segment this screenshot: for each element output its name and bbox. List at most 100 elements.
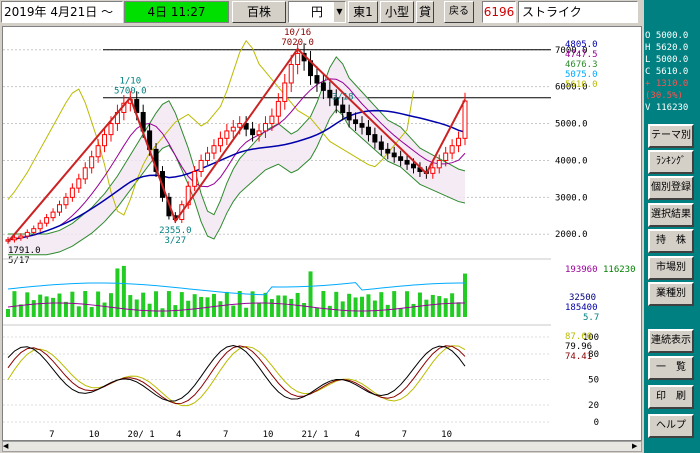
stoch-tick-label: 20	[588, 401, 599, 411]
volume-bar	[199, 296, 204, 317]
x-axis-label: 7	[402, 430, 407, 440]
stoch-value-1: 87.66	[565, 332, 592, 342]
volume-bar	[450, 293, 455, 317]
candle-body	[243, 123, 249, 130]
chart-area[interactable]: 2000.0 3000.0 4000.0 5000.0 6000.0 7000.0 10/1…	[2, 26, 642, 441]
candle-body	[275, 100, 281, 117]
price-tick-label: 5000.0	[555, 120, 588, 130]
volume-bar	[218, 301, 223, 317]
low-value: L 5000.0	[645, 55, 689, 65]
candle-body	[89, 156, 95, 169]
volume-bar	[166, 291, 171, 317]
high-value-label: 5700.0	[114, 87, 147, 97]
stochastic-line	[7, 345, 466, 407]
scroll-left-icon[interactable]: ◀	[3, 442, 9, 450]
list-button[interactable]: 一 覧	[648, 356, 694, 380]
volume-bar	[289, 298, 294, 317]
change-value: + 1310.0	[645, 79, 689, 89]
lagging-span-line	[7, 39, 415, 216]
indicator-value: 4805.0	[565, 40, 598, 50]
volume-bar	[430, 294, 435, 317]
candle-body	[37, 222, 43, 230]
range-display[interactable]: 4日 11:27	[124, 1, 229, 23]
volume-bar	[360, 296, 365, 317]
candle-body	[359, 123, 365, 128]
selection-results-button[interactable]: 選択結果	[648, 203, 694, 227]
start-value-label: 1791.0	[8, 246, 41, 256]
register-button[interactable]: 個別登録	[648, 176, 694, 200]
horizontal-scrollbar[interactable]: ◀ ▶	[2, 441, 642, 452]
candle-body	[353, 119, 359, 125]
back-button[interactable]: 戻る	[444, 1, 474, 23]
help-button[interactable]: ヘルプ	[648, 414, 694, 438]
candle-body	[295, 52, 301, 66]
volume-bar	[63, 301, 68, 317]
volume-bar	[115, 268, 120, 317]
volume-bar	[179, 292, 184, 317]
volume-value: V 116230	[645, 103, 689, 113]
candle-body	[404, 159, 410, 165]
span-b-line	[8, 108, 466, 256]
volume-bar	[372, 300, 377, 317]
industry-button[interactable]: 業種別	[648, 282, 694, 306]
volume-bar	[327, 305, 332, 317]
theme-button[interactable]: テーマ別	[648, 124, 694, 148]
volume-bar	[263, 292, 268, 317]
candle-body	[436, 159, 442, 169]
volume-label-1: 193960	[565, 265, 598, 275]
x-axis-label: 21/ 1	[301, 430, 328, 440]
ranking-button[interactable]: ﾗﾝｷﾝｸﾞ	[648, 150, 694, 174]
date-field[interactable]: 2019年 4月21日 ～	[1, 1, 123, 23]
volume-bar	[366, 294, 371, 317]
candle-body	[56, 204, 62, 213]
candle-body	[217, 137, 223, 147]
volume-bar	[417, 292, 422, 317]
volume-bar	[141, 292, 146, 317]
market-button[interactable]: 市場別	[648, 256, 694, 280]
x-axis-label: 4	[176, 430, 181, 440]
volume-bar	[269, 299, 274, 317]
continuous-display-button[interactable]: 連続表示	[648, 329, 694, 353]
volume-bar	[108, 293, 113, 317]
x-axis-label: 7	[49, 430, 54, 440]
currency-value: 円	[310, 5, 323, 19]
volume-bar	[257, 303, 262, 317]
price-tick-label: 6000.0	[555, 83, 588, 93]
volume-bar	[186, 300, 191, 317]
stoch-value-2: 79.96	[565, 342, 592, 352]
candle-body	[269, 115, 275, 125]
candle-body	[449, 145, 455, 154]
candle-body	[282, 82, 288, 102]
candle-body	[237, 123, 243, 128]
holdings-button[interactable]: 持 株	[648, 229, 694, 253]
volume-bar	[31, 300, 36, 317]
candle-body	[333, 97, 339, 106]
candle-body	[24, 231, 30, 237]
volume-bar	[18, 304, 23, 317]
scroll-right-icon[interactable]: ▶	[632, 442, 638, 450]
stoch-tick-label: 100	[583, 333, 599, 343]
volume-bar	[405, 291, 410, 317]
peak-value-label: 7020.0	[281, 38, 314, 48]
indicator-value: 5610.0	[565, 80, 598, 90]
volume-bar	[38, 294, 43, 317]
currency-select[interactable]: 円 ▼	[288, 1, 346, 23]
candle-body	[69, 187, 75, 198]
volume-bar	[224, 291, 229, 317]
market-label: 東1	[348, 1, 378, 23]
x-axis-label: 10	[441, 430, 452, 440]
print-button[interactable]: 印 刷	[648, 385, 694, 409]
volume-bar	[340, 301, 345, 317]
change-percent: (30.5%)	[645, 91, 683, 101]
candle-body	[211, 145, 217, 154]
candle-body	[346, 111, 352, 121]
candle-body	[320, 82, 326, 91]
x-axis-label: 20/ 1	[128, 430, 155, 440]
candle-body	[11, 237, 17, 241]
mid-date-label: 3/18	[332, 93, 354, 103]
x-axis-label: 10	[263, 430, 274, 440]
x-axis-label: 10	[89, 430, 100, 440]
chevron-down-icon[interactable]: ▼	[334, 2, 345, 22]
x-axis-label: 7	[223, 430, 228, 440]
